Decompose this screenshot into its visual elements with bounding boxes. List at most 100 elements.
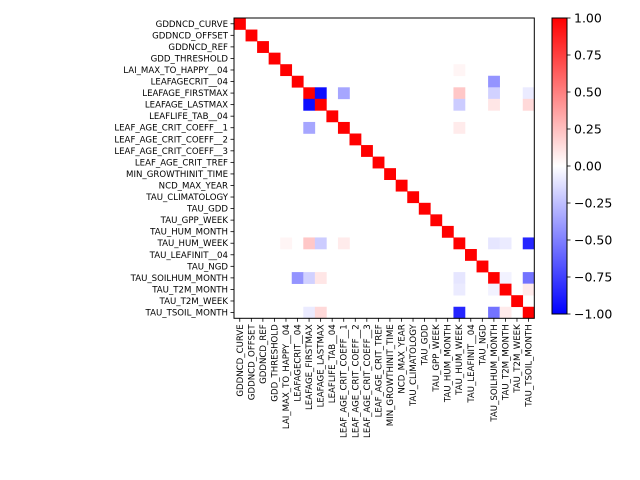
- y-tick-label: TAU_T2M_WEEK: [159, 297, 229, 307]
- x-tick-label: GDD_THRESHOLD: [270, 324, 280, 402]
- x-tick-label: LEAFAGE_FIRSTMAX: [305, 324, 315, 410]
- heatmap-cell: [453, 64, 466, 77]
- x-tick-label: GDDNCD_OFFSET: [247, 324, 257, 401]
- heatmap-cell: [453, 121, 466, 134]
- y-tick-label: TAU_T2M_MONTH: [151, 285, 228, 295]
- heatmap-cell: [326, 110, 339, 123]
- y-tick-label: TAU_NGD: [186, 262, 228, 272]
- x-tick-label: TAU_T2M_MONTH: [501, 324, 511, 401]
- heatmap-cell: [453, 98, 466, 111]
- colorbar-tick-label: −0.75: [574, 270, 612, 285]
- x-tick-label: LEAFAGECRIT__04: [294, 324, 304, 401]
- heatmap-cell: [522, 98, 535, 111]
- colorbar-tick-label: 0.50: [574, 85, 602, 100]
- heatmap-cell: [314, 87, 327, 100]
- heatmap-cell: [522, 283, 535, 296]
- y-tick-label: LEAFAGECRIT__04: [151, 78, 228, 88]
- y-tick-label: LEAF_AGE_CRIT_COEFF__3: [114, 147, 228, 157]
- heatmap-cell: [314, 237, 327, 250]
- y-tick-label: MIN_GROWTHINIT_TIME: [126, 170, 228, 180]
- y-tick-label: TAU_CLIMATOLOGY: [145, 193, 228, 203]
- heatmap-cell: [372, 156, 385, 169]
- x-tick-label: TAU_CLIMATOLOGY: [409, 324, 419, 407]
- heatmap-cell: [430, 214, 443, 227]
- heatmap-cell: [314, 272, 327, 284]
- colorbar-ticks: 1.00 0.75 0.50 0.25 0.00 −0.25 −0.50 −0.75 −1.00: [567, 11, 612, 322]
- heatmap-cell: [337, 237, 350, 250]
- y-tick-label: TAU_GPP_WEEK: [160, 216, 229, 226]
- x-tick-label: TAU_LEAFINIT__04: [467, 324, 477, 403]
- heatmap-cell: [384, 168, 396, 180]
- heatmap-cell: [349, 133, 362, 146]
- x-tick-label: TAU_GDD: [421, 324, 431, 366]
- heatmap-cell: [303, 87, 316, 100]
- x-tick-label: LEAF_AGE_CRIT_COEFF__2: [351, 324, 361, 438]
- x-tick-label: TAU_HUM_WEEK: [455, 324, 465, 396]
- heatmap-cell: [488, 283, 500, 296]
- x-tick-label: LEAFLIFE_TAB__04: [328, 324, 338, 403]
- heatmap-cell: [337, 121, 350, 134]
- x-tick-label: TAU_TSOIL_MONTH: [525, 324, 535, 407]
- heatmap-cell: [245, 29, 258, 42]
- y-tick-label: LEAFAGE_FIRSTMAX: [142, 89, 228, 99]
- y-tick-label: LEAF_AGE_CRIT_COEFF__2: [114, 135, 228, 145]
- heatmap-cell: [453, 87, 466, 100]
- heatmap-cell: [488, 237, 500, 250]
- x-tick-label: TAU_HUM_MONTH: [444, 324, 454, 403]
- y-tick-label: GDDNCD_OFFSET: [152, 31, 229, 41]
- heatmap-cell: [303, 272, 316, 284]
- x-tick-label: NCD_MAX_YEAR: [397, 324, 407, 393]
- y-tick-label: TAU_TSOIL_MONTH: [145, 309, 228, 319]
- heatmap-cell: [488, 75, 500, 88]
- heatmap-cell: [303, 98, 316, 111]
- heatmap-cell: [453, 237, 466, 250]
- heatmap-cell: [476, 260, 489, 273]
- plot-frame: [233, 17, 535, 319]
- y-tick-label: LEAFAGE_LASTMAX: [145, 101, 228, 111]
- heatmap-cell: [453, 272, 466, 284]
- heatmap-cell: [488, 87, 500, 100]
- x-tick-label: LAI_MAX_TO_HAPPY__04: [282, 324, 292, 429]
- y-tick-label: TAU_HUM_MONTH: [149, 228, 228, 238]
- heatmap-cell: [511, 295, 524, 308]
- x-tick-label: TAU_NGD: [478, 324, 488, 366]
- x-tick-label: TAU_GPP_WEEK: [432, 324, 442, 393]
- y-tick-label: LEAFLIFE_TAB__04: [149, 112, 228, 122]
- x-tick-label: LEAF_AGE_CRIT_COEFF__1: [340, 324, 350, 438]
- colorbar: [551, 17, 568, 315]
- colorbar-tick-label: 0.00: [574, 159, 602, 174]
- heatmap-cell: [268, 52, 281, 65]
- heatmap-cell: [257, 41, 269, 53]
- x-tick-label: LEAF_AGE_CRIT_TREF: [374, 324, 384, 417]
- heatmap-cell: [522, 272, 535, 284]
- heatmap-cell: [453, 306, 466, 319]
- heatmap-cell: [499, 237, 512, 250]
- y-tick-label: TAU_LEAFINIT__04: [149, 251, 228, 261]
- y-tick-label: GDDNCD_REF: [168, 43, 228, 53]
- heatmap-cell: [361, 145, 373, 157]
- heatmap-cells: [234, 18, 535, 319]
- heatmap-cell: [337, 87, 350, 100]
- heatmap-cell: [303, 121, 316, 134]
- y-tick-label: TAU_SOILHUM_MONTH: [130, 274, 228, 284]
- colorbar-tick-label: 0.25: [574, 122, 602, 137]
- heatmap-cell: [407, 191, 420, 204]
- heatmap-cell: [488, 272, 500, 284]
- colorbar-tick-label: −0.50: [574, 233, 612, 248]
- x-tick-label: LEAFAGE_LASTMAX: [317, 324, 327, 407]
- y-tick-label: NCD_MAX_YEAR: [159, 181, 228, 191]
- heatmap-cell: [499, 283, 512, 296]
- heatmap-cell: [280, 64, 293, 77]
- heatmap-cell: [441, 225, 454, 238]
- colorbar-tick-label: 0.75: [574, 48, 602, 63]
- heatmap-cell: [303, 306, 316, 319]
- y-tick-label: LAI_MAX_TO_HAPPY__04: [123, 66, 228, 76]
- heatmap-cell: [488, 306, 500, 319]
- heatmap-cell: [465, 249, 477, 261]
- y-tick-label: TAU_GDD: [186, 205, 228, 215]
- y-tick-label: GDDNCD_CURVE: [156, 20, 228, 30]
- heatmap-cell: [314, 306, 327, 319]
- heatmap-cell: [522, 87, 535, 100]
- x-tick-label: TAU_SOILHUM_MONTH: [490, 324, 500, 422]
